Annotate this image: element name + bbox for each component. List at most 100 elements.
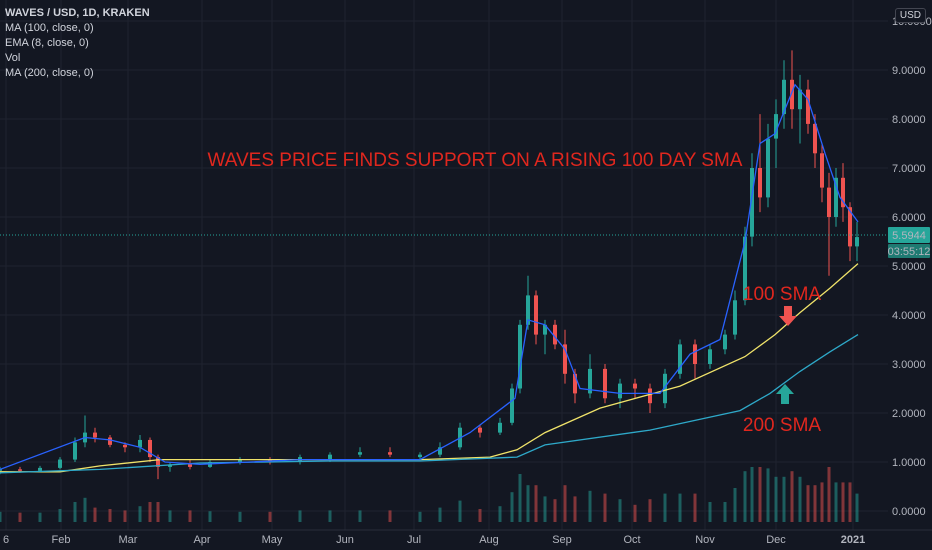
volume-bar (534, 485, 538, 522)
candle-body (123, 444, 127, 448)
candle-body (806, 89, 810, 124)
candle-body (563, 344, 567, 374)
candle-body (663, 373, 667, 404)
currency-button[interactable]: USD (894, 8, 926, 23)
volume-bar (58, 509, 62, 522)
bar-countdown: 03:55:12 (888, 246, 931, 258)
ma200-line (0, 334, 859, 474)
volume-bar (268, 511, 272, 522)
volume-bar (543, 496, 547, 522)
candle-body (733, 300, 737, 335)
volume-bar (328, 510, 332, 522)
volume-bar (766, 468, 770, 522)
y-tick-label: 3.0000 (892, 359, 926, 371)
candle-body (73, 442, 77, 460)
volume-bar (841, 482, 845, 522)
x-tick-label: 2021 (841, 534, 865, 546)
volume-bar (820, 482, 824, 522)
candle-body (388, 452, 392, 455)
volume-bar (208, 511, 212, 522)
volume-bar (418, 511, 422, 522)
candle-body (841, 177, 845, 208)
volume-bar (618, 499, 622, 522)
volume-bar (188, 510, 192, 522)
volume-bar (603, 493, 607, 522)
volume-bar (798, 476, 802, 522)
candle-body (648, 388, 652, 404)
time-axis[interactable]: 6 Feb Mar Apr May Jun Jul Aug Sep Oct Nov Dec 2021 (0, 529, 932, 546)
legend-ma100[interactable]: MA (100, close, 0) (5, 22, 94, 34)
symbol-title[interactable]: WAVES / USD, 1D, KRAKEN (5, 7, 150, 19)
volume-bar (573, 496, 577, 522)
volume-bar (693, 493, 697, 522)
volume-bar (478, 509, 482, 522)
candle-body (766, 138, 770, 198)
candle-body (526, 295, 530, 325)
volume-bars (0, 467, 859, 522)
volume-bar (648, 499, 652, 522)
candle-body (820, 153, 824, 188)
volume-bar (790, 471, 794, 522)
sma200-label: 200 SMA (743, 415, 821, 436)
candle-body (108, 437, 112, 445)
ma100-line (0, 263, 859, 473)
volume-bar (73, 502, 77, 522)
volume-bar (526, 485, 530, 522)
candle-body (848, 207, 852, 247)
y-tick-label: 2.0000 (892, 408, 926, 420)
x-tick-label: Dec (766, 534, 786, 546)
legend-volume[interactable]: Vol (5, 52, 21, 64)
legend-ma200[interactable]: MA (200, close, 0) (5, 67, 94, 79)
candle-body (510, 388, 514, 423)
x-tick-label: Feb (52, 534, 71, 546)
volume-bar (633, 504, 637, 522)
x-tick-label: 6 (3, 534, 9, 546)
candle-body (38, 467, 42, 471)
volume-bar (553, 499, 557, 522)
volume-bar (708, 502, 712, 522)
volume-bar (123, 510, 127, 522)
candle-body (148, 439, 152, 458)
volume-bar (156, 502, 160, 522)
candlesticks (0, 50, 859, 480)
volume-bar (458, 500, 462, 522)
candle-body (543, 324, 547, 335)
y-tick-label: 7.0000 (892, 163, 926, 175)
candle-body (743, 236, 747, 301)
x-tick-label: Oct (623, 534, 640, 546)
volume-bar (18, 512, 22, 522)
x-tick-label: May (262, 534, 283, 546)
volume-bar (678, 493, 682, 522)
volume-bar (83, 497, 87, 522)
y-tick-label: 4.0000 (892, 310, 926, 322)
candle-body (518, 324, 522, 389)
candle-body (813, 123, 817, 154)
candle-body (790, 79, 794, 110)
candle-body (750, 168, 754, 237)
last-price-value: 5.5944 (892, 230, 926, 242)
candle-body (834, 177, 838, 217)
candle-body (534, 295, 538, 335)
volume-bar (733, 488, 737, 522)
volume-bar (38, 512, 42, 522)
x-tick-label: Sep (552, 534, 572, 546)
candle-body (478, 427, 482, 433)
volume-bar (723, 502, 727, 522)
candle-body (603, 368, 607, 399)
candle-body (438, 447, 442, 455)
candle-body (358, 452, 362, 455)
volume-bar (855, 493, 859, 522)
volume-bar (358, 510, 362, 522)
x-tick-label: Jun (336, 534, 354, 546)
volume-bar (498, 506, 502, 522)
x-tick-label: Mar (119, 534, 138, 546)
volume-bar (0, 511, 2, 522)
volume-bar (108, 509, 112, 522)
candle-body (708, 349, 712, 364)
legend-ema8[interactable]: EMA (8, close, 0) (5, 37, 89, 49)
volume-bar (138, 506, 142, 522)
y-tick-label: 6.0000 (892, 212, 926, 224)
volume-bar (750, 467, 754, 522)
arrow-down-icon (779, 306, 797, 326)
